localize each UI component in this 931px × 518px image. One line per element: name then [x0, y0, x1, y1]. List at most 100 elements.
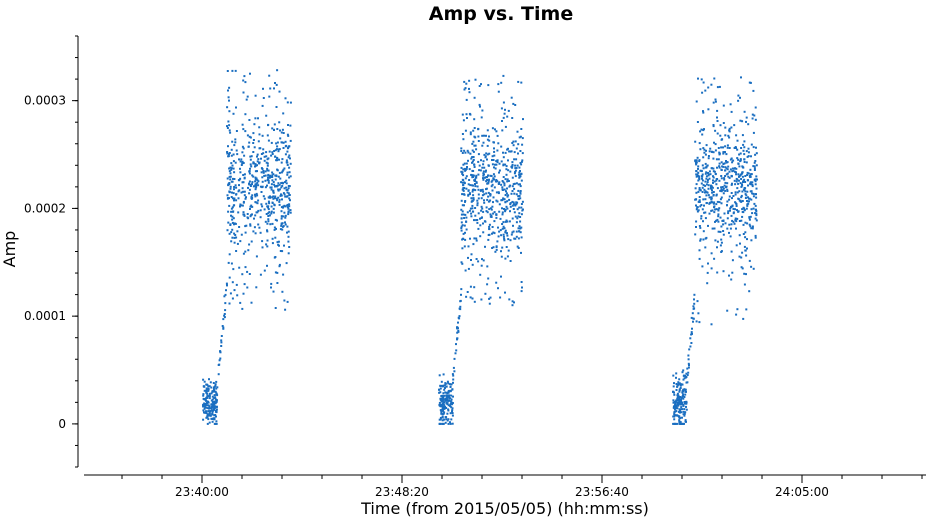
data-point [482, 174, 485, 177]
data-point [271, 127, 274, 130]
data-point [700, 204, 703, 206]
data-point [220, 345, 223, 347]
data-point [228, 302, 231, 305]
data-point [731, 259, 734, 262]
data-point [511, 176, 514, 179]
data-point [695, 226, 697, 228]
data-point [249, 215, 252, 218]
data-point [242, 79, 245, 82]
data-point [724, 222, 727, 225]
data-point [480, 209, 483, 212]
data-point [279, 194, 282, 197]
data-point [267, 179, 270, 182]
data-point [461, 152, 464, 154]
data-point [515, 167, 518, 169]
data-point [726, 168, 729, 171]
data-point [286, 191, 289, 194]
data-point [702, 230, 705, 233]
data-point [267, 157, 270, 160]
data-point [735, 134, 738, 137]
data-point [282, 206, 284, 209]
data-point [224, 309, 227, 312]
data-point [695, 173, 698, 176]
data-point [730, 192, 733, 194]
data-point [259, 216, 262, 219]
data-point [715, 158, 718, 161]
data-point [748, 218, 751, 221]
data-point [678, 415, 681, 418]
data-point [748, 223, 751, 226]
data-point [748, 217, 751, 220]
data-point [701, 91, 704, 94]
data-point [690, 333, 693, 336]
data-point [443, 411, 446, 414]
data-point [499, 296, 502, 299]
data-point [208, 412, 211, 415]
data-point [751, 181, 754, 184]
data-point [247, 249, 250, 252]
data-point [714, 100, 717, 103]
data-point [511, 304, 514, 307]
data-point [521, 137, 524, 140]
data-point [744, 193, 747, 196]
data-point [255, 186, 258, 189]
data-point [477, 140, 480, 142]
data-point [473, 237, 476, 240]
data-point [282, 168, 285, 171]
data-point [686, 367, 689, 370]
data-point [471, 210, 474, 213]
data-point [485, 206, 488, 209]
data-point [698, 175, 701, 178]
data-point [262, 152, 265, 155]
data-point [213, 397, 216, 399]
data-point [228, 86, 231, 89]
data-point [739, 174, 742, 177]
data-point [289, 124, 292, 127]
data-point [287, 235, 290, 238]
data-point [215, 387, 218, 390]
data-point [712, 175, 714, 178]
data-point [483, 153, 486, 156]
data-point [280, 224, 283, 227]
data-point [461, 113, 464, 116]
data-point [286, 204, 289, 207]
data-point [706, 181, 709, 184]
data-point [742, 223, 745, 226]
data-point [743, 158, 746, 161]
data-point [474, 207, 477, 209]
data-point [277, 150, 280, 153]
data-point [487, 174, 489, 177]
data-point [244, 81, 247, 84]
data-point [702, 220, 704, 223]
data-point [451, 402, 454, 404]
data-point [741, 134, 744, 137]
data-point [753, 167, 756, 170]
x-ticks: 23:40:00 23:48:20 23:56:40 24:05:00 [121, 475, 923, 499]
data-point [704, 180, 707, 183]
data-point [719, 198, 722, 201]
data-point [464, 213, 467, 216]
data-point [205, 412, 208, 414]
data-point [707, 108, 710, 111]
data-point [266, 264, 268, 267]
data-point [444, 391, 447, 394]
data-point [718, 207, 721, 210]
data-point [447, 409, 450, 412]
data-point [749, 173, 752, 176]
data-point [206, 394, 209, 397]
data-point [469, 285, 472, 288]
data-point [253, 146, 256, 149]
data-point [440, 412, 443, 415]
data-point [239, 167, 241, 170]
data-point [680, 401, 683, 404]
data-point [288, 171, 291, 174]
data-point [488, 297, 491, 300]
data-point [229, 175, 232, 178]
data-point [261, 134, 264, 137]
data-point [742, 233, 745, 235]
data-point [242, 292, 245, 295]
data-point [269, 186, 272, 189]
data-point [714, 220, 716, 223]
data-point [481, 166, 484, 169]
data-point [672, 399, 675, 402]
